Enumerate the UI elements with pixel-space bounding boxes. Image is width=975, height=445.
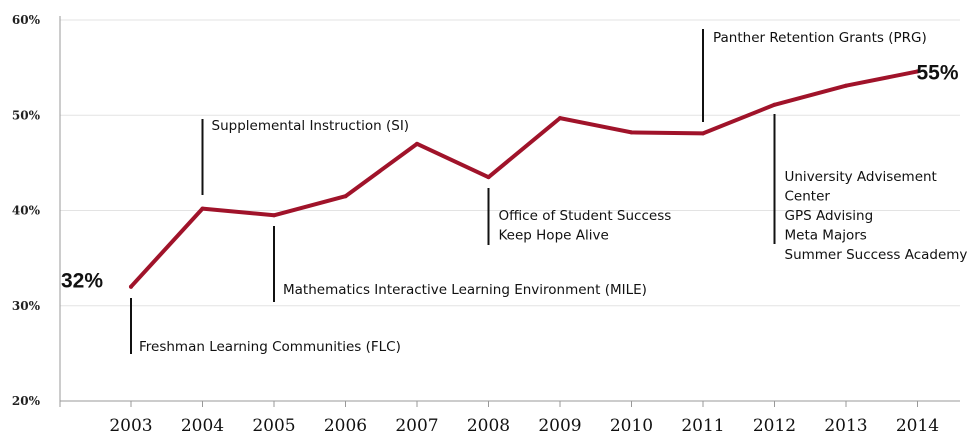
x-tick-label: 2006 (324, 416, 367, 436)
x-axis-ticks: 2003 2004 2005 2006 2007 2008 2009 2010 2011 2012… (59, 401, 939, 436)
annotation-2004: Supplemental Instruction (SI) (201, 118, 410, 195)
series-line (129, 69, 920, 289)
annotation-text: Office of Student Success (499, 208, 672, 224)
annotation-text: Supplemental Instruction (SI) (212, 118, 410, 134)
axes (59, 16, 960, 402)
data-point (343, 194, 348, 199)
data-point (415, 141, 419, 146)
annotations: Freshman Learning Communities (FLC) Suppl… (130, 29, 968, 355)
data-point (915, 69, 920, 74)
data-point (272, 213, 276, 218)
x-tick-label: 2007 (395, 416, 438, 436)
data-point (701, 131, 705, 136)
data-point (486, 175, 491, 180)
x-tick-label: 2010 (610, 416, 653, 436)
annotation-text: Panther Retention Grants (PRG) (713, 30, 927, 46)
x-tick-label: 2003 (109, 416, 152, 436)
x-tick-label: 2012 (753, 416, 796, 436)
annotation-text: Mathematics Interactive Learning Environ… (283, 282, 647, 298)
x-tick-label: 2011 (681, 416, 724, 436)
annotation-text: Summer Success Academy (785, 247, 968, 263)
annotation-2005: Mathematics Interactive Learning Environ… (273, 226, 647, 302)
annotation-2008: Office of Student Success Keep Hope Alive (487, 188, 672, 245)
y-tick-label: 20% (12, 394, 41, 408)
x-tick-label: 2005 (252, 416, 295, 436)
y-axis-ticks: 20% 30% 40% 50% 60% (12, 13, 41, 408)
data-point (200, 206, 205, 211)
x-tick-label: 2014 (896, 416, 939, 436)
x-tick-label: 2013 (824, 416, 867, 436)
data-point (844, 83, 848, 88)
annotation-text: GPS Advising (785, 208, 874, 224)
annotation-text: Meta Majors (785, 228, 867, 244)
annotation-2011: Panther Retention Grants (PRG) (702, 29, 927, 122)
data-point (629, 130, 634, 135)
y-tick-label: 60% (12, 13, 41, 27)
annotation-text: Center (785, 189, 831, 205)
x-tick-label: 2008 (467, 416, 510, 436)
data-point (129, 284, 133, 289)
end-value-label: 55% (917, 61, 959, 84)
series-group (129, 69, 920, 289)
annotation-text: Freshman Learning Communities (FLC) (139, 339, 401, 355)
annotation-2012: University Advisement Center GPS Advising M… (773, 114, 968, 263)
annotation-text: University Advisement (785, 169, 937, 185)
y-tick-label: 30% (12, 299, 41, 313)
annotation-2003: Freshman Learning Communities (FLC) (130, 298, 401, 355)
y-tick-label: 50% (12, 108, 41, 122)
start-value-label: 32% (61, 270, 103, 293)
x-tick-label: 2004 (181, 416, 224, 436)
x-tick-label: 2009 (538, 416, 581, 436)
annotation-text: Keep Hope Alive (499, 228, 609, 244)
y-tick-label: 40% (12, 204, 41, 218)
data-point (558, 116, 562, 121)
data-point (772, 102, 777, 107)
